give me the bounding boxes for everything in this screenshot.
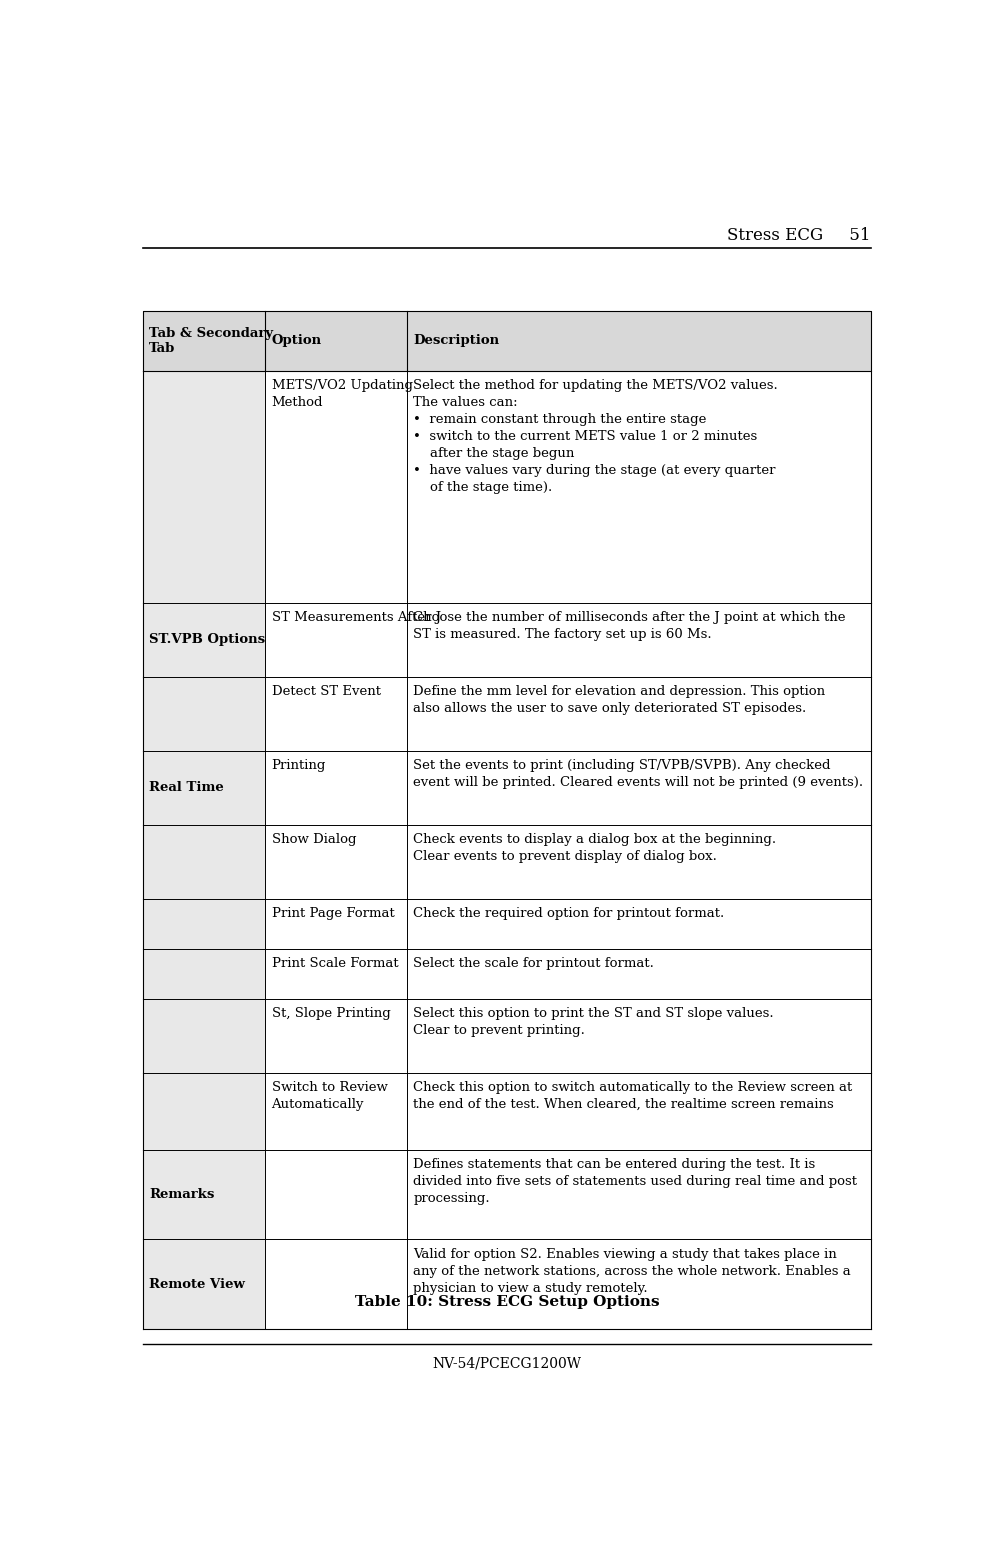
Text: Switch to Review
Automatically: Switch to Review Automatically xyxy=(272,1081,388,1111)
Bar xyxy=(407,825,871,898)
Bar xyxy=(142,604,265,676)
Bar xyxy=(265,751,407,825)
Bar xyxy=(142,825,265,898)
Bar xyxy=(265,1150,407,1240)
Bar xyxy=(142,1073,265,1150)
Text: Define the mm level for elevation and depression. This option
also allows the us: Define the mm level for elevation and de… xyxy=(413,686,826,715)
Bar xyxy=(407,676,871,751)
Text: Option: Option xyxy=(272,334,321,347)
Bar xyxy=(407,1240,871,1328)
Bar xyxy=(142,898,265,949)
Text: Set the events to print (including ST/VPB/SVPB). Any checked
event will be print: Set the events to print (including ST/VP… xyxy=(413,759,863,789)
Bar xyxy=(265,825,407,898)
Text: Select this option to print the ST and ST slope values.
Clear to prevent printin: Select this option to print the ST and S… xyxy=(413,1008,774,1037)
Text: Real Time: Real Time xyxy=(149,782,224,794)
Bar xyxy=(407,1150,871,1240)
Text: Select the method for updating the METS/VO2 values.
The values can:
•  remain co: Select the method for updating the METS/… xyxy=(413,379,778,494)
Text: Select the scale for printout format.: Select the scale for printout format. xyxy=(413,957,655,971)
Bar xyxy=(407,370,871,604)
Text: Print Scale Format: Print Scale Format xyxy=(272,957,399,971)
Bar xyxy=(142,751,265,825)
Text: Description: Description xyxy=(413,334,499,347)
Bar xyxy=(142,949,265,998)
Text: Valid for option S2. Enables viewing a study that takes place in
any of the netw: Valid for option S2. Enables viewing a s… xyxy=(413,1248,852,1294)
Bar xyxy=(407,604,871,676)
Bar xyxy=(265,898,407,949)
Bar xyxy=(142,676,265,751)
Text: Defines statements that can be entered during the test. It is
divided into five : Defines statements that can be entered d… xyxy=(413,1158,857,1206)
Text: Print Page Format: Print Page Format xyxy=(272,907,395,920)
Text: St, Slope Printing: St, Slope Printing xyxy=(272,1008,391,1020)
Text: Stress ECG     51: Stress ECG 51 xyxy=(728,228,871,245)
Text: ST.VPB Options: ST.VPB Options xyxy=(149,633,265,647)
Bar xyxy=(265,370,407,604)
Text: NV-54/PCECG1200W: NV-54/PCECG1200W xyxy=(432,1356,582,1370)
Bar xyxy=(142,1150,265,1240)
Bar xyxy=(142,370,265,604)
Bar xyxy=(265,604,407,676)
Bar xyxy=(142,998,265,1073)
Bar xyxy=(265,676,407,751)
Bar xyxy=(265,1073,407,1150)
Bar xyxy=(407,1073,871,1150)
Bar xyxy=(407,898,871,949)
Text: Detect ST Event: Detect ST Event xyxy=(272,686,381,698)
Text: Remarks: Remarks xyxy=(149,1189,215,1201)
Text: Table 10: Stress ECG Setup Options: Table 10: Stress ECG Setup Options xyxy=(354,1294,660,1308)
Text: Choose the number of milliseconds after the J point at which the
ST is measured.: Choose the number of milliseconds after … xyxy=(413,611,846,641)
Bar xyxy=(265,949,407,998)
Bar xyxy=(407,949,871,998)
Text: Check this option to switch automatically to the Review screen at
the end of the: Check this option to switch automaticall… xyxy=(413,1081,853,1111)
Text: Check the required option for printout format.: Check the required option for printout f… xyxy=(413,907,725,920)
Bar xyxy=(265,1240,407,1328)
Bar xyxy=(265,998,407,1073)
Text: ST Measurements After J: ST Measurements After J xyxy=(272,611,441,624)
Text: Show Dialog: Show Dialog xyxy=(272,833,356,847)
Text: Printing: Printing xyxy=(272,759,326,772)
Bar xyxy=(142,1240,265,1328)
Text: METS/VO2 Updating
Method: METS/VO2 Updating Method xyxy=(272,379,412,409)
Bar xyxy=(142,311,871,370)
Bar xyxy=(407,998,871,1073)
Text: Remote View: Remote View xyxy=(149,1277,245,1291)
Bar xyxy=(407,751,871,825)
Text: Check events to display a dialog box at the beginning.
Clear events to prevent d: Check events to display a dialog box at … xyxy=(413,833,776,862)
Text: Tab & Secondary
Tab: Tab & Secondary Tab xyxy=(149,327,273,354)
